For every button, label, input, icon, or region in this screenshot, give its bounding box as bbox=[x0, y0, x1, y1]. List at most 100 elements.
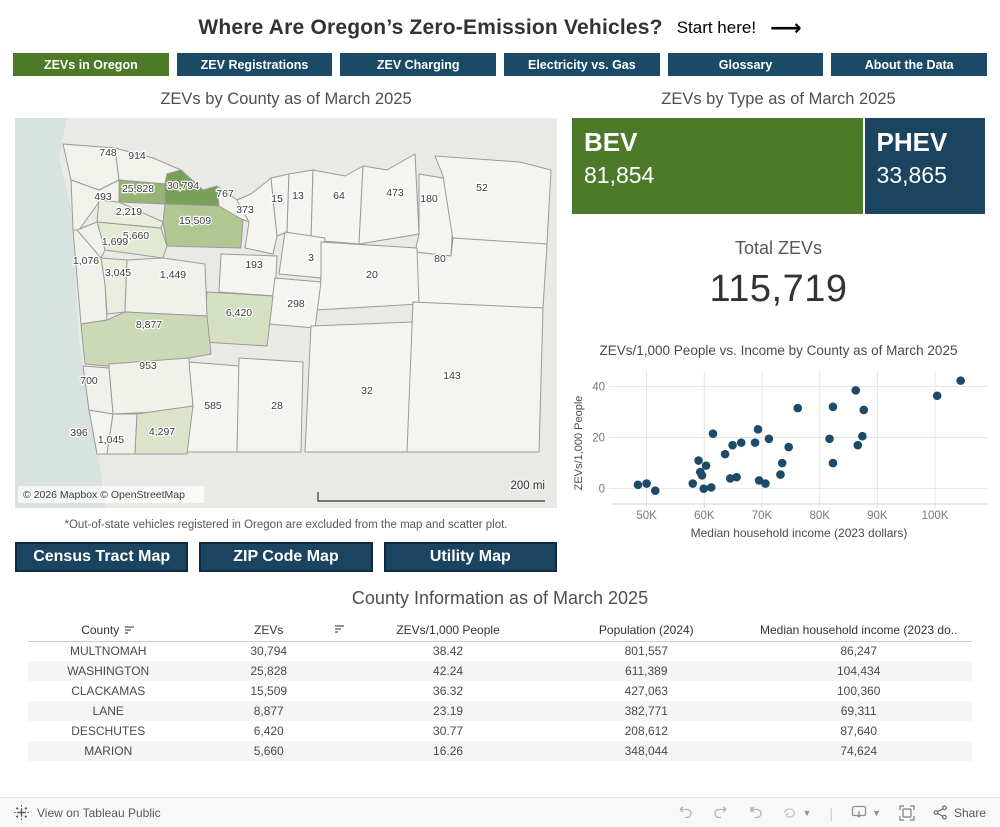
column-header[interactable]: ZEVs/1,000 People bbox=[348, 619, 548, 642]
tab-electricity-vs-gas[interactable]: Electricity vs. Gas bbox=[504, 53, 660, 76]
map-county[interactable] bbox=[278, 231, 326, 279]
scatter-point[interactable] bbox=[828, 458, 838, 467]
x-tick-label: 50K bbox=[636, 510, 657, 522]
refresh-button[interactable]: ▼ bbox=[782, 805, 811, 820]
scatter-point[interactable] bbox=[776, 469, 785, 479]
scatter-point[interactable] bbox=[777, 458, 787, 467]
scatter-point[interactable] bbox=[633, 480, 643, 489]
map-county[interactable] bbox=[80, 311, 212, 367]
scatter-point[interactable] bbox=[825, 434, 834, 443]
scatter-point[interactable] bbox=[764, 434, 774, 443]
scatter-point[interactable] bbox=[706, 482, 716, 492]
tab-zev-charging[interactable]: ZEV Charging bbox=[340, 53, 497, 76]
utility-map-button[interactable]: Utility Map bbox=[383, 542, 557, 572]
scatter-point[interactable] bbox=[956, 375, 965, 385]
fullscreen-button[interactable] bbox=[899, 804, 915, 821]
scatter-point[interactable] bbox=[784, 442, 793, 451]
scatter-point[interactable] bbox=[650, 485, 660, 495]
county-value-label: 3 bbox=[308, 252, 314, 264]
zip-code-map-button[interactable]: ZIP Code Map bbox=[199, 542, 373, 572]
scatter-plot-title: ZEVs/1,000 People vs. Income by County a… bbox=[599, 343, 958, 358]
table-row[interactable]: DESCHUTES 6,420 30.77 208,612 87,640 bbox=[28, 721, 972, 741]
scatter-point[interactable] bbox=[853, 440, 863, 450]
scatter-plot[interactable]: 50K 60K 70K 80K 90K 100K 0 20 40 Median househo… bbox=[572, 363, 992, 541]
map-county[interactable] bbox=[286, 169, 314, 241]
scatter-point[interactable] bbox=[642, 478, 651, 488]
scatter-point[interactable] bbox=[750, 437, 760, 447]
column-header[interactable]: County bbox=[28, 619, 189, 642]
map-county[interactable] bbox=[162, 203, 244, 249]
map-county[interactable] bbox=[82, 365, 114, 415]
share-icon bbox=[933, 805, 947, 820]
map-county[interactable] bbox=[310, 165, 364, 245]
tab-zevs-in-oregon[interactable]: ZEVs in Oregon bbox=[13, 53, 169, 76]
scatter-point[interactable] bbox=[859, 405, 869, 414]
scatter-point[interactable] bbox=[728, 440, 737, 450]
column-header[interactable]: Median household income (2023 do.. bbox=[745, 619, 972, 642]
sort-icon[interactable] bbox=[334, 624, 345, 634]
map-county[interactable] bbox=[304, 321, 414, 453]
map-county[interactable] bbox=[358, 153, 420, 245]
scatter-point[interactable] bbox=[688, 478, 698, 488]
map-county[interactable] bbox=[202, 291, 274, 347]
map-county[interactable] bbox=[236, 177, 278, 255]
map-scale-bar: 200 mi bbox=[317, 479, 547, 502]
map-attribution[interactable]: © 2026 Mapbox © OpenStreetMap bbox=[18, 486, 204, 503]
tab-glossary[interactable]: Glossary bbox=[667, 53, 824, 76]
map-county[interactable] bbox=[100, 257, 128, 315]
scatter-point[interactable] bbox=[761, 478, 770, 488]
phev-bar-segment[interactable]: PHEV 33,865 bbox=[864, 118, 985, 214]
x-tick-label: 100K bbox=[922, 510, 949, 522]
share-button[interactable]: Share bbox=[933, 805, 986, 820]
column-header[interactable]: Population (2024) bbox=[547, 619, 746, 642]
scatter-point[interactable] bbox=[736, 437, 746, 447]
total-zevs-value: 115,719 bbox=[709, 268, 848, 310]
map-county[interactable] bbox=[236, 357, 304, 453]
replay-button[interactable] bbox=[747, 805, 764, 820]
county-value-label: 8,877 bbox=[136, 319, 162, 331]
county-choropleth-map[interactable]: 748 914 493 25,828 30,794 767 373 15 13 64 473 180 5… bbox=[15, 118, 557, 508]
county-value-label: 373 bbox=[236, 204, 254, 216]
scatter-point[interactable] bbox=[699, 483, 709, 493]
x-axis-title: Median household income (2023 dollars) bbox=[691, 526, 908, 540]
map-county[interactable] bbox=[314, 241, 420, 311]
table-row[interactable]: CLACKAMAS 15,509 36.32 427,063 100,360 bbox=[28, 681, 972, 701]
download-button[interactable]: ▼ bbox=[851, 805, 881, 821]
county-value-label: 1,699 bbox=[102, 236, 128, 248]
column-header[interactable]: ZEVs bbox=[188, 619, 349, 642]
table-cell: LANE bbox=[92, 704, 124, 718]
scatter-point[interactable] bbox=[701, 460, 711, 470]
scatter-point[interactable] bbox=[932, 391, 942, 400]
scatter-point[interactable] bbox=[828, 402, 838, 411]
undo-button[interactable] bbox=[677, 805, 694, 820]
bev-bar-segment[interactable]: BEV 81,854 bbox=[572, 118, 863, 214]
scatter-point[interactable] bbox=[858, 431, 867, 441]
scatter-point[interactable] bbox=[694, 455, 703, 465]
scatter-point[interactable] bbox=[753, 424, 763, 434]
table-row[interactable]: MARION 5,660 16.26 348,044 74,624 bbox=[28, 741, 972, 761]
scatter-point[interactable] bbox=[720, 449, 730, 458]
map-county[interactable] bbox=[134, 405, 194, 455]
tab-zev-registrations[interactable]: ZEV Registrations bbox=[176, 53, 333, 76]
table-row[interactable]: WASHINGTON 25,828 42.24 611,389 104,434 bbox=[28, 661, 972, 681]
view-on-tableau-public-link[interactable]: View on Tableau Public bbox=[14, 805, 161, 820]
map-county[interactable] bbox=[434, 155, 552, 245]
sort-icon[interactable] bbox=[124, 625, 135, 635]
scatter-point[interactable] bbox=[697, 470, 707, 480]
start-here-label: Start here! bbox=[676, 18, 757, 37]
map-county[interactable] bbox=[406, 301, 544, 453]
tab-about-the-data[interactable]: About the Data bbox=[831, 53, 988, 76]
redo-button[interactable] bbox=[712, 805, 729, 820]
census-tract-map-button[interactable]: Census Tract Map bbox=[15, 542, 189, 572]
county-value-label: 585 bbox=[204, 400, 222, 412]
scatter-point[interactable] bbox=[793, 403, 803, 412]
table-row[interactable]: MULTNOMAH 30,794 38.42 801,557 86,247 bbox=[28, 641, 972, 661]
map-county[interactable] bbox=[182, 361, 240, 453]
scatter-point[interactable] bbox=[708, 428, 718, 438]
scatter-point[interactable] bbox=[732, 472, 741, 482]
table-row[interactable]: LANE 8,877 23.19 382,771 69,311 bbox=[28, 701, 972, 721]
map-county[interactable] bbox=[124, 257, 208, 317]
county-value-label: 473 bbox=[386, 187, 404, 199]
scatter-point[interactable] bbox=[851, 385, 861, 395]
map-county[interactable] bbox=[96, 199, 164, 229]
